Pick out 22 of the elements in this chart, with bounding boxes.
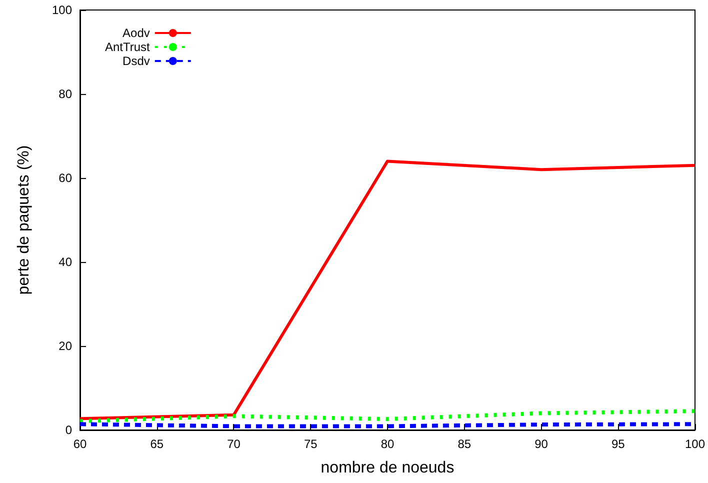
x-tick-label: 65 bbox=[150, 437, 164, 451]
legend-label: AntTrust bbox=[104, 40, 151, 54]
legend-label: Dsdv bbox=[122, 54, 150, 68]
y-tick-label: 80 bbox=[58, 87, 72, 101]
line-series bbox=[78, 409, 697, 424]
y-tick-label: 0 bbox=[65, 423, 72, 437]
y-tick-label: 40 bbox=[58, 255, 72, 269]
legend-label: Aodv bbox=[122, 26, 150, 40]
y-tick-label: 20 bbox=[58, 339, 72, 353]
x-tick-label: 100 bbox=[684, 437, 706, 451]
x-axis-title: nombre de noeuds bbox=[320, 460, 454, 476]
x-tick-label: 90 bbox=[534, 437, 548, 451]
y-tick-label: 100 bbox=[52, 3, 72, 17]
x-tick-label: 75 bbox=[304, 437, 318, 451]
x-tick-label: 60 bbox=[73, 437, 87, 451]
x-tick-label: 85 bbox=[458, 437, 472, 451]
line-series bbox=[78, 160, 696, 420]
x-tick-label: 80 bbox=[380, 437, 394, 451]
y-tick-label: 60 bbox=[58, 171, 72, 185]
x-tick-label: 95 bbox=[611, 437, 626, 451]
y-axis-title: perte de paquets (%) bbox=[16, 145, 32, 295]
x-tick-label: 70 bbox=[227, 437, 241, 451]
